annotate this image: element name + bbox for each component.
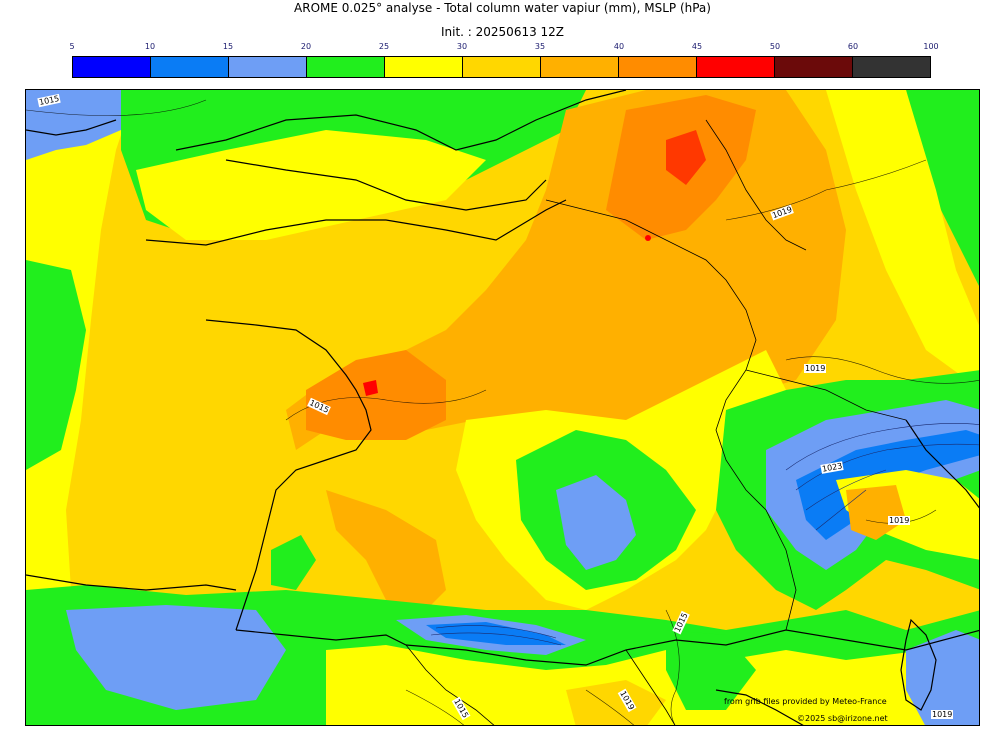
loire-dark-orange-zone (306, 350, 446, 440)
water-vapour-map: 1015 1019 1019 1015 1023 1019 1015 1015 … (25, 89, 980, 726)
massif-blue-zone (556, 475, 636, 570)
corsica-blue-zone (906, 630, 979, 725)
loire-red-spot (363, 380, 378, 396)
atlantic-green-zone (26, 260, 86, 470)
map-title: AROME 0.025° analyse - Total column wate… (294, 1, 711, 15)
colorbar-segment (775, 57, 853, 77)
colorbar-tick: 20 (300, 42, 312, 51)
data-source-credit: from grib files provided by Meteo-France (724, 697, 887, 706)
colorbar-tick: 50 (769, 42, 781, 51)
colorbar-tick: 15 (222, 42, 234, 51)
benelux-red-spot (666, 130, 706, 185)
iberia-blue-zone (66, 605, 286, 710)
pyrenees-blue-zone (426, 622, 566, 645)
isobar-label: 1019 (888, 516, 911, 525)
colorbar-tick: 45 (691, 42, 703, 51)
colorbar-tick: 35 (534, 42, 546, 51)
northwest-blue-zone (26, 90, 146, 160)
colorbar-segment (463, 57, 541, 77)
colorbar-segment (697, 57, 775, 77)
po-valley-orange-zone (846, 485, 906, 540)
isobar-label: 1019 (931, 710, 954, 719)
mediterranean-green-zone (666, 630, 756, 710)
colorbar-segment (853, 57, 930, 77)
colorbar-tick: 25 (378, 42, 390, 51)
colorbar-segment (541, 57, 619, 77)
mediterranean-gold-zone (566, 680, 666, 725)
init-time: Init. : 20250613 12Z (440, 25, 565, 39)
copyright-credit: ©2025 sb@irizone.net (797, 714, 888, 723)
red-spot (645, 235, 651, 241)
biscay-green-patch (271, 535, 316, 590)
colorbar-segment (307, 57, 385, 77)
colorbar-tick: 10 (144, 42, 156, 51)
northeast-yellow-zone (826, 90, 979, 389)
mediterranean-yellow-zone (326, 645, 979, 725)
colorbar-segment (385, 57, 463, 77)
northeast-green-zone (906, 90, 979, 286)
colorbar-segment (619, 57, 697, 77)
colorbar-tick: 60 (847, 42, 859, 51)
coastlines (26, 90, 979, 725)
isobar-label: 1019 (804, 364, 827, 373)
colorbar-tick: 100 (923, 42, 939, 51)
colorbar-tick: 40 (613, 42, 625, 51)
southwest-orange-zone (326, 490, 446, 610)
alps-contours (430, 423, 979, 646)
channel-yellow-zone (136, 130, 486, 240)
colorbar (72, 56, 931, 78)
colorbar-segment (151, 57, 229, 77)
colorbar-tick: 30 (456, 42, 468, 51)
colorbar-tick: 5 (69, 42, 75, 51)
colorbar-segment (73, 57, 151, 77)
map-canvas (26, 90, 979, 725)
colorbar-segment (229, 57, 307, 77)
borders (405, 119, 907, 725)
